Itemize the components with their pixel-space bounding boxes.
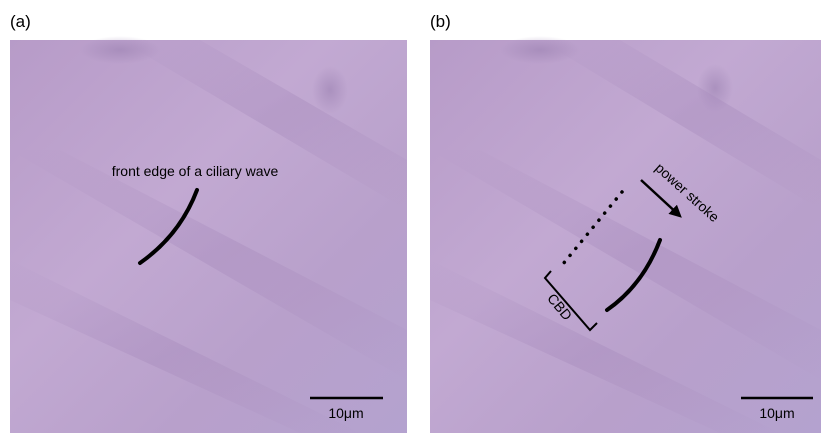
previous-wave-front <box>561 190 624 266</box>
annotation: front edge of a ciliary wave <box>112 163 279 179</box>
wave-front <box>138 188 199 265</box>
scale-bar-label: 10μm <box>759 405 794 421</box>
panel-label: (b) <box>430 12 451 31</box>
panel-label: (a) <box>10 12 31 31</box>
arrow <box>640 179 682 218</box>
scale-bar-label: 10μm <box>328 405 363 421</box>
wave-front <box>605 238 662 312</box>
texture <box>430 36 821 433</box>
panel-b: (b) power stroke CBD 10μm <box>430 12 821 433</box>
panel-a: (a) front edge of a ciliary wave 10μm <box>10 12 407 433</box>
bracket <box>543 270 598 332</box>
texture <box>10 36 407 433</box>
